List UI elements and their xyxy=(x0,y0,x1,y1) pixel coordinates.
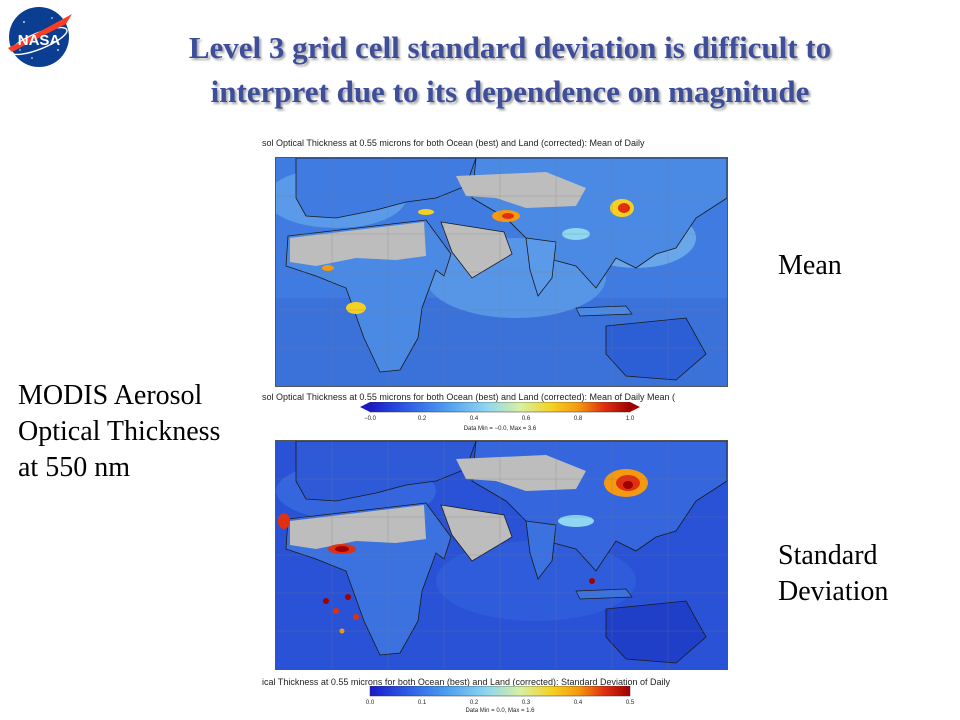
modis-label-line-1: MODIS Aerosol xyxy=(18,380,203,411)
std-colorbar: 0.0 0.1 0.2 0.3 0.4 0.5 Data Min = 0.0, … xyxy=(360,685,640,720)
mean-label: Mean xyxy=(778,250,842,281)
mean-tick: −0.0 xyxy=(364,416,376,422)
mean-colorbar: −0.0 0.2 0.4 0.6 0.8 1.0 Data Min = −0.0… xyxy=(360,401,640,436)
mean-map-graphic xyxy=(276,158,727,386)
std-data-range: Data Min = 0.0, Max = 1.6 xyxy=(465,708,535,714)
std-tick: 0.2 xyxy=(469,700,479,706)
mean-tick: 1.0 xyxy=(625,416,635,422)
std-label-line-1: Standard xyxy=(778,540,878,571)
std-colorbar-gradient xyxy=(369,685,631,697)
mean-map-header: sol Optical Thickness at 0.55 microns fo… xyxy=(262,138,645,148)
std-tick: 0.5 xyxy=(625,700,635,706)
nasa-logo: NASA xyxy=(8,7,72,67)
mean-colorbar-ticks: −0.0 0.2 0.4 0.6 0.8 1.0 xyxy=(360,416,640,426)
std-tick: 0.4 xyxy=(573,700,583,706)
mean-tick: 0.2 xyxy=(417,416,427,422)
mean-aot-map xyxy=(275,157,728,387)
mean-tick: 0.4 xyxy=(469,416,479,422)
mean-colorbar-gradient xyxy=(360,401,640,413)
std-map-graphic xyxy=(276,441,727,669)
std-colorbar-ticks: 0.0 0.1 0.2 0.3 0.4 0.5 xyxy=(360,700,640,710)
title-line-1: Level 3 grid cell standard deviation is … xyxy=(188,30,832,65)
slide-title: Level 3 grid cell standard deviation is … xyxy=(80,26,940,114)
title-line-2: interpret due to its dependence on magni… xyxy=(210,74,810,109)
mean-data-range: Data Min = −0.0, Max = 3.6 xyxy=(463,426,537,432)
std-tick: 0.1 xyxy=(417,700,427,706)
modis-label-line-2: Optical Thickness xyxy=(18,416,221,447)
mean-tick: 0.6 xyxy=(521,416,531,422)
mean-tick: 0.8 xyxy=(573,416,583,422)
std-aot-map xyxy=(275,440,728,670)
std-map-header: ical Thickness at 0.55 microns for both … xyxy=(262,677,671,687)
std-label-line-2: Deviation xyxy=(778,576,889,607)
mean-colorbar-header: sol Optical Thickness at 0.55 microns fo… xyxy=(262,392,676,402)
std-tick: 0.3 xyxy=(521,700,531,706)
std-label: Standard Deviation xyxy=(778,538,888,610)
svg-text:NASA: NASA xyxy=(18,32,61,49)
modis-aot-label: MODIS Aerosol Optical Thickness at 550 n… xyxy=(18,378,220,486)
modis-label-line-3: at 550 nm xyxy=(18,452,130,483)
std-tick: 0.0 xyxy=(365,700,375,706)
